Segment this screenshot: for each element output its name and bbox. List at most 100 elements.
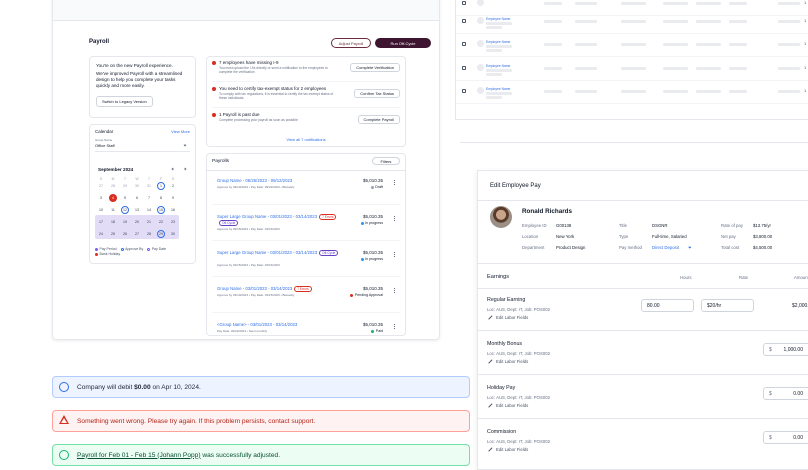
- calendar-day[interactable]: 18: [111, 220, 115, 224]
- calendar-day[interactable]: 24: [99, 232, 103, 236]
- calendar-day[interactable]: 10: [99, 208, 103, 212]
- calendar-day[interactable]: 3: [100, 196, 102, 200]
- calendar-day[interactable]: 14: [147, 208, 151, 212]
- amount: $5,010.35: [362, 322, 383, 327]
- rate-input[interactable]: $20/hr: [701, 299, 754, 312]
- employee-name[interactable]: Employee Name: [486, 64, 511, 68]
- alerts: Company will debit $0.00 on Apr 10, 2024. S…: [52, 376, 470, 466]
- menu[interactable]: [394, 216, 395, 217]
- calendar-day[interactable]: 2: [172, 184, 174, 188]
- calendar-day[interactable]: 13: [135, 208, 139, 212]
- count: 1: [804, 18, 807, 23]
- divider: [478, 330, 808, 331]
- calendar-day[interactable]: 4: [109, 194, 117, 202]
- amount-input[interactable]: $1,000.00: [763, 343, 808, 356]
- calendar-day[interactable]: 19: [123, 220, 127, 224]
- calendar-day[interactable]: 30: [135, 184, 139, 188]
- calendar-day[interactable]: 31: [147, 184, 151, 188]
- calendar-day[interactable]: 28: [111, 184, 115, 188]
- menu[interactable]: [394, 180, 395, 181]
- employee-name[interactable]: Employee Name: [486, 87, 511, 91]
- calendar-day[interactable]: 8: [160, 196, 162, 200]
- menu[interactable]: [394, 252, 395, 253]
- row-divider: [456, 56, 808, 57]
- link[interactable]: Edit Labor Fields: [496, 315, 529, 320]
- calendar-day[interactable]: 30: [171, 232, 175, 236]
- error-alert: Something went wrong. Please try again. …: [52, 410, 470, 432]
- payroll-link[interactable]: Super Large Group Name - 03/01/2023 - 03…: [217, 214, 318, 219]
- prev[interactable]: [171, 167, 175, 171]
- employee-name: Ronald Richards: [522, 208, 573, 215]
- link[interactable]: Edit Labor Fields: [496, 447, 529, 452]
- button[interactable]: Switch to Legacy Version: [96, 95, 153, 107]
- calendar-day[interactable]: 11: [111, 208, 115, 212]
- button[interactable]: Confirm Tax Status: [354, 89, 400, 98]
- button[interactable]: Run Off-Cycle: [375, 38, 431, 48]
- calendar-day[interactable]: 15: [157, 206, 165, 214]
- calendar-day[interactable]: 16: [171, 208, 175, 212]
- link[interactable]: Edit Labor Fields: [496, 403, 529, 408]
- calendar-day[interactable]: 29: [157, 230, 165, 238]
- calendar-day[interactable]: 23: [171, 220, 175, 224]
- button[interactable]: Complete Verification: [350, 63, 400, 72]
- status: Paid: [371, 329, 383, 333]
- link[interactable]: View all 7 notifications: [286, 137, 326, 142]
- calendar-day[interactable]: 12: [121, 206, 129, 214]
- avatar: [477, 17, 484, 24]
- calendar-day[interactable]: 6: [136, 196, 138, 200]
- calendar-day[interactable]: 29: [123, 184, 127, 188]
- field-label: Rate of pay: [721, 223, 743, 228]
- checkbox[interactable]: [462, 19, 466, 23]
- button[interactable]: Complete Payroll: [357, 115, 400, 124]
- calendar-day[interactable]: 17: [99, 220, 103, 224]
- select[interactable]: Office Staff: [95, 143, 115, 148]
- button[interactable]: Filters: [372, 157, 400, 165]
- menu[interactable]: [394, 324, 395, 325]
- link[interactable]: Edit Labor Fields: [496, 359, 529, 364]
- button[interactable]: Adjust Payroll: [331, 38, 371, 48]
- amount: $5,010.35: [362, 214, 383, 219]
- placeholder: [663, 43, 688, 46]
- calendar-day[interactable]: 7: [148, 196, 150, 200]
- field-label: Type: [619, 234, 629, 239]
- status-label: In progress: [365, 221, 383, 225]
- calendar-day[interactable]: 9: [172, 196, 174, 200]
- checkbox[interactable]: [462, 42, 466, 46]
- placeholder: [486, 26, 502, 29]
- field-value[interactable]: Direct Deposit: [652, 245, 679, 250]
- calendar-day[interactable]: 1: [157, 182, 165, 190]
- payroll-link[interactable]: Group Name - 08/26/2023 - 09/12/2023: [217, 178, 293, 183]
- payroll-link[interactable]: <Group Name> - 03/01/2023 - 03/14/2023: [217, 322, 298, 327]
- earning-name: Monthly Bonus: [487, 341, 523, 347]
- hours-input[interactable]: 80.00: [641, 299, 694, 312]
- amount-input[interactable]: $0.00: [763, 387, 808, 400]
- checkbox[interactable]: [462, 89, 466, 93]
- calendar-day[interactable]: 22: [159, 220, 163, 224]
- calendar-day[interactable]: 27: [99, 184, 103, 188]
- menu[interactable]: [394, 288, 395, 289]
- amount-input[interactable]: $0.00: [763, 431, 808, 444]
- calendar-day[interactable]: 27: [135, 232, 139, 236]
- calendar-day[interactable]: 28: [147, 232, 151, 236]
- calendar-day[interactable]: 26: [123, 232, 127, 236]
- status-label: Pending Approval: [354, 293, 383, 297]
- checkbox[interactable]: [462, 1, 466, 5]
- chevron: [688, 245, 691, 248]
- calendar-day[interactable]: 5: [124, 196, 126, 200]
- checkbox[interactable]: [462, 66, 466, 70]
- top-band: [53, 0, 439, 21]
- payroll-link[interactable]: Group Name - 03/01/2023 - 03/14/2023: [217, 286, 293, 291]
- calendar-day[interactable]: 20: [135, 220, 139, 224]
- next[interactable]: [183, 167, 187, 171]
- alert-link[interactable]: Payroll for Feb 01 - Feb 15 (Johann Popp…: [77, 451, 201, 459]
- alert-dot: [212, 61, 216, 65]
- placeholder: [575, 20, 597, 23]
- link[interactable]: View More: [171, 129, 190, 134]
- calendar-day[interactable]: 21: [147, 220, 151, 224]
- placeholder: [778, 2, 800, 5]
- employee-name[interactable]: Employee Name: [486, 40, 511, 44]
- employee-name[interactable]: Employee Name: [486, 17, 511, 21]
- payroll-link[interactable]: Super Large Group Name - 03/01/2023 - 03…: [217, 250, 318, 255]
- calendar-day[interactable]: 25: [111, 232, 115, 236]
- avatar: [477, 0, 484, 6]
